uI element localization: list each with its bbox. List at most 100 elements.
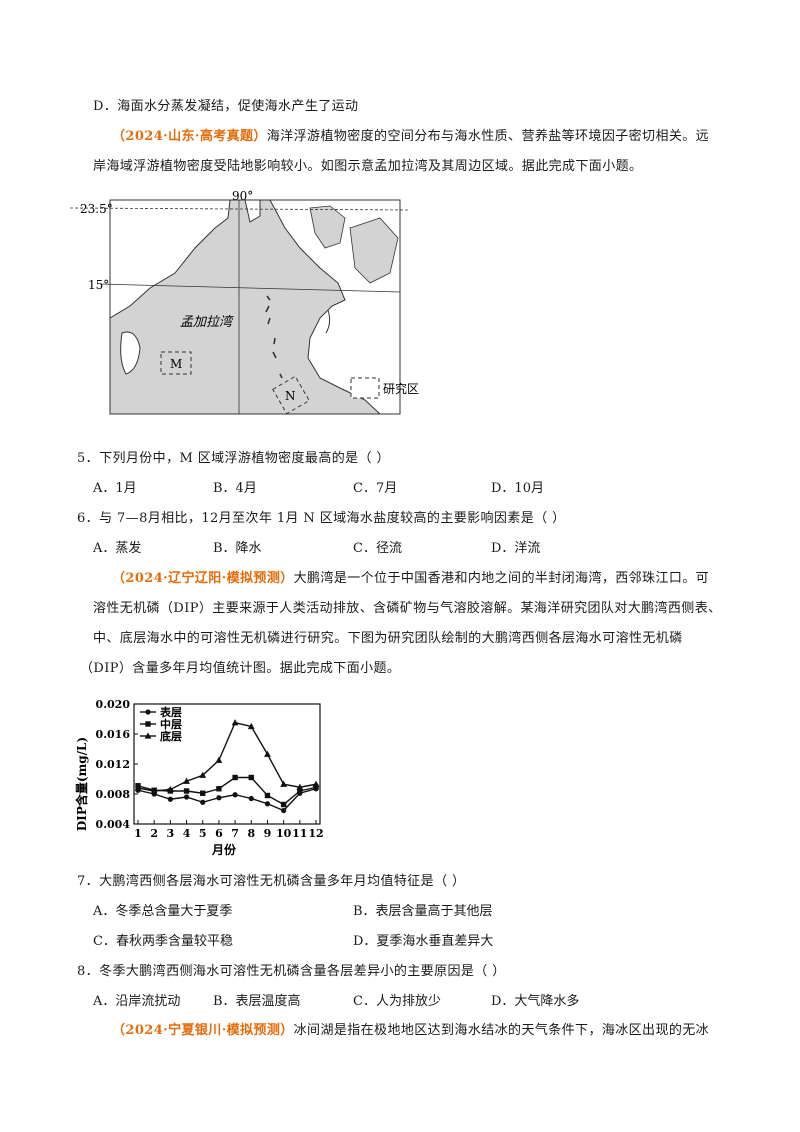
q5-option-a[interactable]: A．1月 [93, 481, 137, 496]
q7-option-d[interactable]: D．夏季海水垂直差异大 [353, 934, 494, 949]
series-2-point [248, 774, 254, 781]
x-tick-label: 8 [247, 827, 255, 840]
x-tick-label: 10 [276, 827, 292, 840]
lon-label: 90° [232, 189, 253, 203]
series-1-point [183, 794, 190, 800]
series-2-point [280, 801, 287, 808]
q6-option-a[interactable]: A．蒸发 [93, 541, 142, 556]
legend-label: 研究区 [383, 381, 419, 396]
intro-2-line-2: 溶性无机磷（DIP）主要来源于人类活动排放、含磷矿物与气溶胶溶解。某海洋研究团队… [93, 601, 722, 616]
series-1-point [216, 795, 222, 801]
legend-marker-3 [144, 732, 152, 739]
region-n-label: N [285, 389, 296, 403]
series-line-1 [137, 788, 317, 812]
legend-label-1: 表层 [159, 705, 182, 719]
prev-option-d: D．海面水分蒸发凝结，促使海水产生了运动 [93, 99, 359, 114]
series-3-point [280, 780, 288, 787]
series-2-point [232, 774, 238, 781]
series-2-point [264, 792, 271, 799]
series-2-point [183, 788, 190, 794]
series-1-point [167, 796, 173, 802]
intro-1-text-1: 海洋浮游植物密度的空间分布与海水性质、营养盐等环境因子密切相关。远 [266, 129, 710, 144]
lat-label-mid: 15° [88, 278, 109, 292]
series-1-point [248, 795, 254, 802]
series-2-point [313, 784, 319, 790]
y-tick-label: 0.008 [96, 788, 131, 801]
series-3-point [134, 784, 142, 791]
series-2-point [200, 790, 206, 796]
series-line-3 [137, 721, 317, 792]
chart-x-axis-label: 月份 [211, 842, 237, 857]
legend-box [350, 377, 380, 399]
series-3-point [312, 780, 320, 787]
q8-stem: 8．冬季大鹏湾西侧海水可溶性无机磷含量各层差异小的主要原因是（ ） [77, 964, 506, 979]
x-tick-label: 11 [292, 827, 307, 840]
series-1-point [200, 799, 206, 805]
legend-marker-2 [145, 721, 151, 727]
region-m-box [160, 351, 192, 375]
x-tick-label: 1 [134, 827, 142, 840]
series-3-point [166, 785, 174, 793]
series-3-point [183, 777, 190, 784]
x-tick-label: 2 [150, 827, 158, 840]
q8-option-c[interactable]: C．人为排放少 [353, 994, 441, 1009]
series-3-point [264, 750, 271, 757]
source-tag-3: （2024·宁夏银川·模拟预测） [112, 1023, 294, 1038]
y-tick-label: 0.020 [96, 698, 131, 711]
x-tick-label: 4 [183, 827, 191, 840]
series-1-point [281, 807, 287, 814]
q7-option-b[interactable]: B．表层含量高于其他层 [353, 904, 493, 919]
series-3-point [296, 783, 304, 790]
intro-2-text-1: 大鹏湾是一个位于中国香港和内地之间的半封闭海湾，西邻珠江口。可 [293, 571, 710, 586]
source-tag-1: （2024·山东·高考真题） [112, 129, 267, 144]
series-2-point [297, 788, 303, 794]
x-tick-label: 6 [215, 827, 223, 840]
q7-stem: 7．大鹏湾西侧各层海水可溶性无机磷含量多年月均值特征是（ ） [77, 874, 466, 889]
q8-option-a[interactable]: A．沿岸流扰动 [93, 994, 181, 1009]
x-tick-label: 5 [199, 827, 207, 840]
legend-label-3: 底层 [160, 729, 182, 743]
legend-label-2: 中层 [160, 717, 182, 731]
series-3-point [247, 722, 255, 730]
series-1-point [264, 801, 271, 807]
q7-option-a[interactable]: A．冬季总含量大于夏季 [93, 904, 233, 919]
lat-label-top: 23.5° [80, 202, 113, 216]
q5-option-c[interactable]: C．7月 [353, 481, 398, 496]
series-1-point [232, 792, 238, 798]
series-2-point [216, 786, 222, 792]
q5-option-b[interactable]: B．4月 [213, 481, 257, 496]
q7-option-c[interactable]: C．春秋两季含量较平稳 [93, 934, 233, 949]
chart-y-axis-label: DIP含量(mg/L) [74, 737, 89, 831]
x-tick-label: 3 [167, 827, 175, 840]
intro-1-line-2: 岸海域浮游植物密度受陆地影响较小。如图示意孟加拉湾及其周边区域。据此完成下面小题… [93, 159, 643, 174]
q8-option-b[interactable]: B．表层温度高 [213, 994, 301, 1009]
q6-option-d[interactable]: D．洋流 [491, 541, 541, 556]
region-n-box [272, 375, 310, 415]
intro-2-line-1: （2024·辽宁辽阳·模拟预测）大鹏湾是一个位于中国香港和内地之间的半封闭海湾，… [112, 570, 709, 588]
q5-stem: 5．下列月份中，M 区域浮游植物密度最高的是（ ） [77, 451, 390, 466]
bay-label: 孟加拉湾 [180, 314, 234, 330]
bay-of-bengal-map: 23.5° 15° 90° 孟加拉湾 M N 研究区 [70, 189, 419, 415]
region-m-label: M [170, 357, 182, 371]
y-tick-label: 0.016 [96, 728, 131, 741]
q6-option-c[interactable]: C．径流 [353, 541, 402, 556]
intro-2-line-3: 中、底层海水中的可溶性无机磷进行研究。下图为研究团队绘制的大鹏湾西侧各层海水可溶… [93, 631, 683, 646]
source-tag-2: （2024·辽宁辽阳·模拟预测） [112, 571, 294, 586]
intro-2-line-4: （DIP）含量多年月均值统计图。据此完成下面小题。 [80, 661, 401, 676]
q5-option-d[interactable]: D．10月 [491, 481, 544, 496]
y-tick-label: 0.012 [96, 758, 130, 771]
series-3-point [215, 756, 223, 763]
series-3-point [199, 771, 207, 778]
intro-1-line-1: （2024·山东·高考真题）海洋浮游植物密度的空间分布与海水性质、营养盐等环境因… [112, 128, 709, 146]
x-tick-label: 9 [264, 827, 272, 840]
series-line-2 [137, 776, 317, 806]
q8-option-d[interactable]: D．大气降水多 [491, 994, 580, 1009]
intro-3-line-1: （2024·宁夏银川·模拟预测）冰间湖是指在极地地区达到海水结冰的天气条件下，海… [112, 1022, 709, 1040]
series-3-point [150, 787, 158, 794]
legend-marker-1 [145, 709, 151, 715]
intro-3-text-1: 冰间湖是指在极地地区达到海水结冰的天气条件下，海冰区出现的无冰 [293, 1023, 710, 1038]
x-tick-label: 12 [308, 827, 323, 840]
y-tick-label: 0.004 [96, 818, 131, 831]
q6-option-b[interactable]: B．降水 [213, 541, 262, 556]
